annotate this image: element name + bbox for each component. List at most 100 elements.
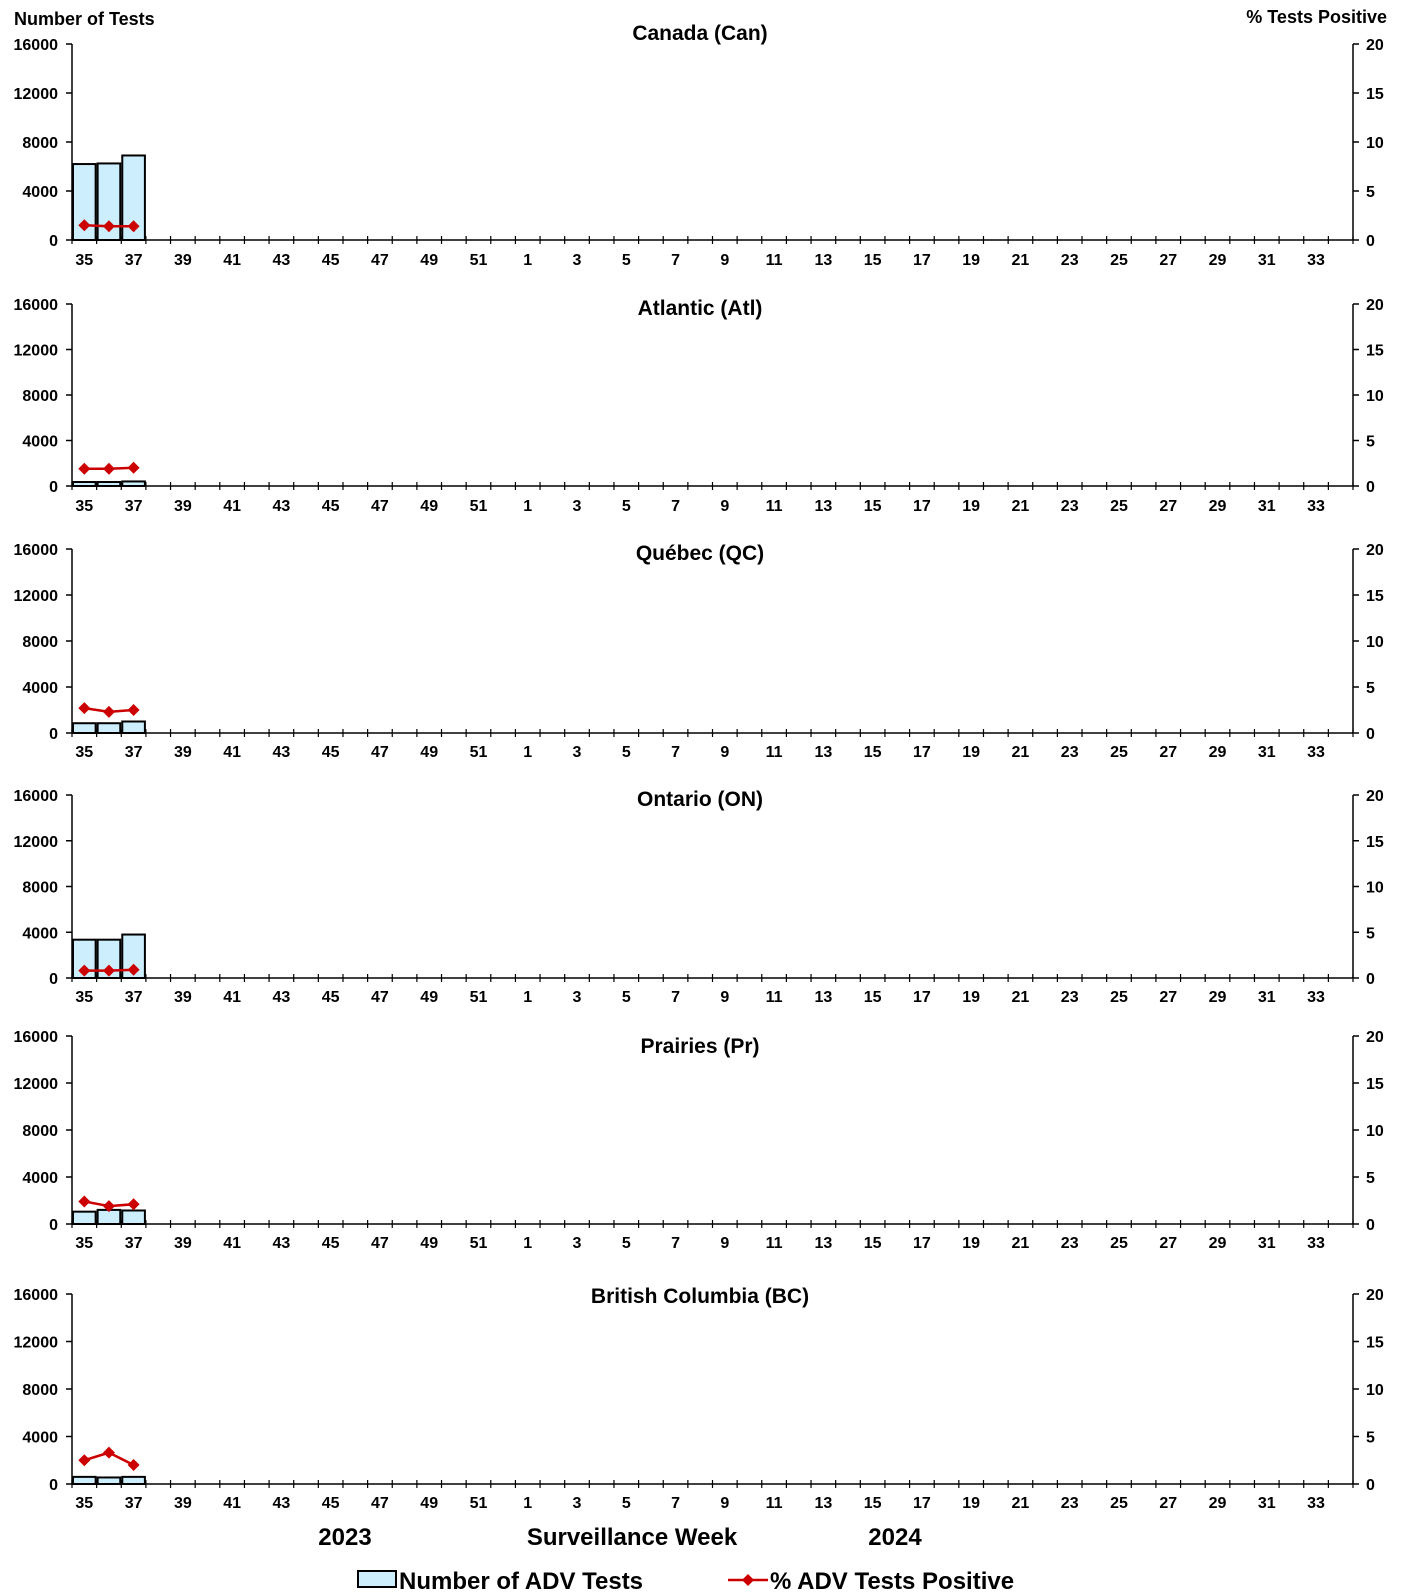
- x-tick-label: 11: [766, 1495, 783, 1512]
- left-y-tick-label: 4000: [22, 1170, 58, 1187]
- bar-tests-week-37: [121, 720, 146, 734]
- left-y-tick-label: 16000: [14, 788, 59, 805]
- x-tick-label: 45: [322, 1495, 340, 1512]
- right-y-tick-label: 20: [1366, 297, 1384, 314]
- x-tick-label: 11: [766, 744, 783, 761]
- x-tick-label: 39: [174, 1235, 192, 1252]
- x-tick-label: 43: [272, 744, 290, 761]
- right-y-tick-label: 20: [1366, 542, 1384, 559]
- left-y-tick-label: 16000: [14, 1029, 59, 1046]
- x-tick-label: 27: [1159, 744, 1177, 761]
- x-tick-label: 5: [622, 252, 631, 269]
- x-tick-label: 51: [470, 744, 488, 761]
- panel-5: Prairies (Pr)040008000120001600005101520…: [14, 1029, 1384, 1252]
- bar-tests-week-35: [72, 1210, 97, 1225]
- x-tick-label: 43: [272, 1235, 290, 1252]
- right-axis-title: % Tests Positive: [1246, 7, 1387, 27]
- x-tick-label: 47: [371, 1495, 389, 1512]
- point-pct-positive-week-37: [127, 1459, 140, 1471]
- right-y-tick-label: 20: [1366, 37, 1384, 54]
- x-tick-label: 51: [470, 1235, 488, 1252]
- x-tick-label: 33: [1307, 744, 1325, 761]
- left-y-tick-label: 16000: [14, 542, 59, 559]
- x-tick-label: 17: [913, 1495, 931, 1512]
- x-tick-label: 31: [1258, 498, 1276, 515]
- x-tick-label: 9: [720, 744, 729, 761]
- point-pct-positive-week-36: [102, 964, 115, 977]
- x-tick-label: 31: [1258, 252, 1276, 269]
- right-y-tick-label: 0: [1366, 233, 1375, 250]
- x-tick-label: 43: [272, 498, 290, 515]
- x-tick-label: 9: [720, 498, 729, 515]
- legend: Number of ADV Tests % ADV Tests Positive: [357, 1568, 1014, 1592]
- x-tick-label: 39: [174, 989, 192, 1006]
- x-tick-label: 3: [573, 1495, 582, 1512]
- x-tick-label: 37: [125, 1495, 143, 1512]
- x-tick-label: 51: [470, 498, 488, 515]
- x-tick-label: 3: [573, 744, 582, 761]
- x-tick-label: 19: [962, 989, 980, 1006]
- x-tick-label: 51: [470, 252, 488, 269]
- x-tick-label: 19: [962, 498, 980, 515]
- left-y-tick-label: 12000: [14, 1076, 59, 1093]
- right-y-tick-label: 15: [1366, 86, 1384, 103]
- x-tick-label: 11: [766, 989, 783, 1006]
- x-tick-label: 47: [371, 1235, 389, 1252]
- right-y-tick-label: 10: [1366, 634, 1384, 651]
- x-tick-label: 27: [1159, 989, 1177, 1006]
- point-pct-positive-week-35: [78, 964, 91, 977]
- x-tick-label: 33: [1307, 498, 1325, 515]
- left-y-tick-label: 8000: [22, 634, 58, 651]
- x-tick-label: 19: [962, 1235, 980, 1252]
- left-y-tick-label: 4000: [22, 184, 58, 201]
- x-tick-label: 37: [125, 744, 143, 761]
- left-y-tick-label: 8000: [22, 135, 58, 152]
- x-tick-label: 13: [814, 252, 832, 269]
- x-tick-label: 45: [322, 252, 340, 269]
- point-pct-positive-week-35: [78, 1195, 91, 1208]
- x-tick-label: 37: [125, 989, 143, 1006]
- left-y-tick-label: 0: [49, 479, 58, 496]
- x-tick-label: 9: [720, 1495, 729, 1512]
- x-tick-label: 9: [720, 252, 729, 269]
- x-tick-label: 41: [223, 989, 241, 1006]
- left-axis-title: Number of Tests: [14, 9, 155, 29]
- right-y-tick-label: 5: [1366, 184, 1375, 201]
- right-y-tick-label: 20: [1366, 1029, 1384, 1046]
- panel-title: British Columbia (BC): [591, 1285, 809, 1308]
- x-tick-label: 21: [1012, 1235, 1030, 1252]
- x-tick-label: 43: [272, 252, 290, 269]
- x-tick-label: 43: [272, 989, 290, 1006]
- x-tick-label: 23: [1061, 498, 1079, 515]
- bar-tests-week-36: [96, 162, 122, 241]
- point-pct-positive-week-36: [102, 462, 115, 475]
- panel-2: Atlantic (Atl)04000800012000160000510152…: [14, 297, 1384, 515]
- x-tick-label: 35: [75, 1495, 93, 1512]
- x-tick-label: 13: [814, 744, 832, 761]
- x-tick-label: 1: [523, 252, 532, 269]
- x-tick-label: 25: [1110, 252, 1128, 269]
- panel-3: Québec (QC)04000800012000160000510152035…: [14, 542, 1384, 761]
- x-tick-label: 15: [864, 1235, 882, 1252]
- bar-tests-week-37: [121, 933, 146, 979]
- x-tick-label: 9: [720, 1235, 729, 1252]
- point-pct-positive-week-37: [127, 704, 140, 716]
- left-y-tick-label: 4000: [22, 434, 58, 451]
- x-tick-label: 35: [75, 498, 93, 515]
- x-tick-label: 17: [913, 252, 931, 269]
- legend-bar-label: Number of ADV Tests: [399, 1568, 643, 1592]
- x-tick-label: 17: [913, 498, 931, 515]
- x-tick-label: 21: [1012, 744, 1030, 761]
- x-tick-label: 25: [1110, 1235, 1128, 1252]
- x-tick-label: 11: [766, 498, 783, 515]
- panel-title: Ontario (ON): [637, 788, 763, 811]
- right-y-tick-label: 20: [1366, 1287, 1384, 1304]
- x-tick-label: 31: [1258, 1495, 1276, 1512]
- bar-tests-week-36: [96, 481, 122, 487]
- x-tick-label: 35: [75, 252, 93, 269]
- x-tick-label: 3: [573, 989, 582, 1006]
- x-tick-label: 27: [1159, 252, 1177, 269]
- point-pct-positive-week-36: [102, 220, 115, 233]
- x-tick-label: 37: [125, 498, 143, 515]
- bar-tests-week-35: [72, 938, 97, 980]
